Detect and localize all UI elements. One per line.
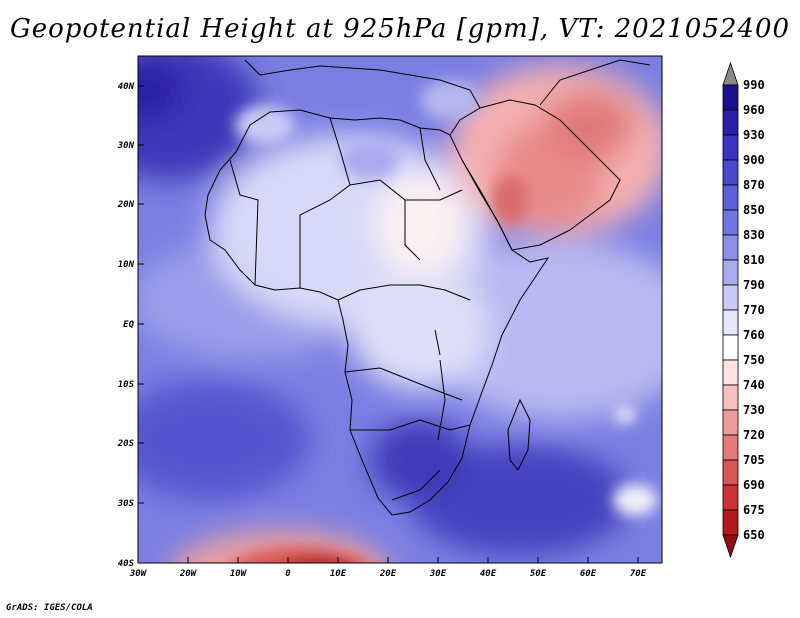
colorbar-label: 850 <box>743 203 765 217</box>
lat-label: 20S <box>117 439 135 449</box>
plot-frame <box>137 55 663 564</box>
colorbar-label: 990 <box>743 78 765 92</box>
lon-label: 40E <box>480 569 497 579</box>
colorbar-label: 770 <box>743 303 765 317</box>
lat-label: 30N <box>117 141 135 151</box>
colorbar-label: 675 <box>743 503 765 517</box>
lon-label: 10E <box>330 569 347 579</box>
colorbar-label: 960 <box>743 103 765 117</box>
lat-label: 20N <box>117 200 135 210</box>
colorbar-swatch <box>722 509 739 536</box>
lon-label: 70E <box>630 569 647 579</box>
colorbar-label: 830 <box>743 228 765 242</box>
colorbar-swatch <box>722 484 739 511</box>
lat-label: EQ <box>123 320 134 330</box>
lon-label: 10W <box>230 569 248 579</box>
colorbar-swatch <box>722 84 739 111</box>
map-title: Geopotential Height at 925hPa [gpm], VT:… <box>9 14 791 44</box>
colorbar-swatch <box>722 284 739 311</box>
colorbar-label: 810 <box>743 253 765 267</box>
colorbar-swatch <box>722 309 739 336</box>
colorbar-swatch <box>722 234 739 261</box>
colorbar-swatch <box>722 159 739 186</box>
lon-label: 0 <box>285 569 291 579</box>
lat-label: 40S <box>118 559 135 569</box>
colorbar-swatch <box>722 184 739 211</box>
colorbar-swatch <box>722 434 739 461</box>
lon-label: 30W <box>129 569 148 579</box>
colorbar-swatch <box>722 134 739 161</box>
lat-label: 10S <box>118 380 135 390</box>
latitude-labels: 40N 30N 20N 10N EQ 10S 20S 30S 40S <box>117 82 135 569</box>
lat-label: 30S <box>117 499 135 509</box>
lon-label: 20W <box>179 569 198 579</box>
colorbar-label: 740 <box>743 378 765 392</box>
colorbar-label: 750 <box>743 353 765 367</box>
colorbar-label: 760 <box>743 328 765 342</box>
lon-label: 20E <box>379 569 397 579</box>
colorbar-swatch <box>722 359 739 386</box>
lon-label: 50E <box>530 569 547 579</box>
colorbar: 990 960 930 900 870 850 830 810 790 770 760 750 740 7… <box>722 61 765 559</box>
colorbar-swatch <box>722 209 739 236</box>
colorbar-label: 650 <box>743 528 765 542</box>
lon-label: 60E <box>580 569 597 579</box>
colorbar-swatch <box>722 384 739 411</box>
colorbar-label: 790 <box>743 278 765 292</box>
lon-label: 30E <box>429 569 447 579</box>
colorbar-label: 930 <box>743 128 765 142</box>
colorbar-swatch <box>722 334 739 361</box>
colorbar-label: 705 <box>743 453 765 467</box>
colorbar-labels: 990 960 930 900 870 850 830 810 790 770 760 750 740 7… <box>743 78 765 542</box>
colorbar-label: 720 <box>743 428 765 442</box>
lat-label: 10N <box>118 260 135 270</box>
geopotential-field <box>138 56 662 563</box>
colorbar-label: 900 <box>743 153 765 167</box>
longitude-labels: 30W 20W 10W 0 10E 20E 30E 40E 50E 60E 70… <box>129 569 647 579</box>
colorbar-label: 690 <box>743 478 765 492</box>
credit-text: GrADS: IGES/COLA <box>6 603 93 613</box>
colorbar-swatch <box>722 109 739 136</box>
colorbar-swatch <box>722 409 739 436</box>
colorbar-swatch <box>722 259 739 286</box>
colorbar-label: 870 <box>743 178 765 192</box>
lat-label: 40N <box>118 82 135 92</box>
colorbar-swatches <box>722 61 739 559</box>
colorbar-label: 730 <box>743 403 765 417</box>
colorbar-bottom-arrow <box>722 534 739 559</box>
colorbar-swatch <box>722 459 739 486</box>
colorbar-top-arrow <box>722 61 739 86</box>
